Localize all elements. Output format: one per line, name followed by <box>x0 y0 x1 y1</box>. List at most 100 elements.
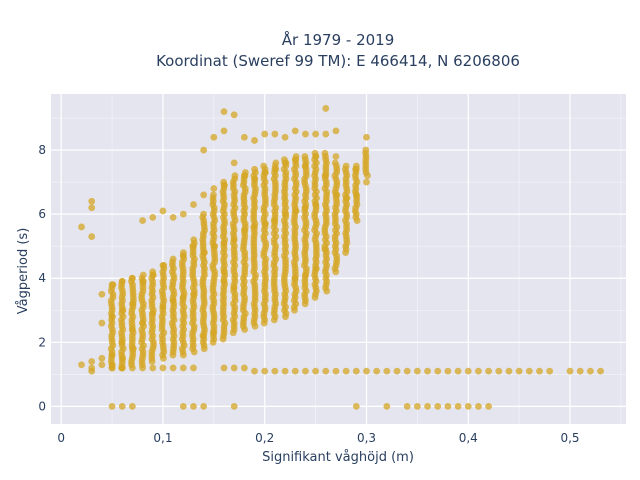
y-tick-label: 8 <box>38 143 46 157</box>
data-point <box>179 252 187 260</box>
data-point <box>434 367 442 375</box>
data-point <box>586 367 594 375</box>
x-tick-label: 0,3 <box>357 431 376 445</box>
data-point <box>251 175 258 183</box>
data-point <box>230 159 238 167</box>
data-point <box>139 217 146 224</box>
data-point <box>88 204 96 212</box>
data-point <box>139 319 146 327</box>
data-point <box>210 329 218 337</box>
data-point <box>190 236 198 244</box>
y-tick-label: 0 <box>38 399 46 413</box>
data-point <box>271 130 279 138</box>
data-point <box>312 265 320 273</box>
data-point <box>210 242 218 250</box>
data-point <box>291 367 299 375</box>
data-point <box>291 127 299 135</box>
data-point <box>413 402 421 410</box>
data-point <box>220 239 228 247</box>
data-point <box>444 402 452 410</box>
data-point <box>78 361 85 369</box>
data-point <box>190 402 197 410</box>
data-point <box>149 271 157 279</box>
data-point <box>403 402 411 410</box>
data-point <box>393 367 401 375</box>
data-point <box>322 172 330 180</box>
data-point <box>118 354 126 362</box>
data-point <box>352 367 360 375</box>
data-point <box>475 367 482 375</box>
data-point <box>352 191 360 199</box>
data-point <box>261 367 269 375</box>
x-tick-label: 0 <box>57 431 65 445</box>
data-point <box>149 310 157 317</box>
data-point <box>342 162 350 170</box>
data-point <box>363 133 370 141</box>
data-point <box>383 402 391 410</box>
data-point <box>597 367 604 375</box>
data-point <box>301 153 309 160</box>
data-point <box>322 367 330 375</box>
data-point <box>515 367 523 375</box>
data-point <box>271 217 279 224</box>
data-point <box>240 172 248 180</box>
data-point <box>139 278 146 285</box>
data-point <box>363 367 370 375</box>
data-point <box>169 297 177 305</box>
data-point <box>220 278 228 285</box>
data-point <box>139 271 147 279</box>
data-point <box>200 402 208 410</box>
data-point <box>129 364 136 372</box>
data-point <box>383 367 391 375</box>
points-layer <box>78 105 604 410</box>
data-point <box>444 367 452 375</box>
data-point <box>281 133 289 141</box>
data-point <box>231 172 239 180</box>
data-point <box>230 402 238 410</box>
data-point <box>525 367 533 375</box>
data-point <box>373 367 381 375</box>
data-point <box>291 156 299 164</box>
data-point <box>129 300 136 308</box>
data-point <box>332 367 340 375</box>
data-point <box>566 367 574 375</box>
data-point <box>230 236 238 244</box>
data-point <box>88 197 96 205</box>
data-point <box>271 367 279 375</box>
data-point <box>179 402 187 410</box>
data-point <box>139 364 146 372</box>
data-point <box>495 367 503 375</box>
data-point <box>475 402 482 410</box>
y-tick-label: 6 <box>38 207 46 221</box>
data-point <box>179 294 187 301</box>
data-point <box>108 364 116 372</box>
data-point <box>98 290 106 298</box>
data-point <box>200 146 208 154</box>
data-point <box>179 364 187 372</box>
data-point <box>454 367 462 375</box>
data-point <box>118 402 126 410</box>
data-point <box>332 127 340 135</box>
data-point <box>424 367 431 375</box>
data-point <box>129 274 136 282</box>
data-point <box>210 185 218 192</box>
data-point <box>190 242 197 250</box>
data-point <box>88 358 96 365</box>
data-point <box>159 207 167 215</box>
data-point <box>230 284 238 292</box>
data-point <box>190 364 197 372</box>
data-point <box>78 223 85 231</box>
data-point <box>210 191 217 199</box>
ticks-layer: 0 0,1 0,2 0,3 0,4 0,5 0 2 4 6 8 <box>38 143 579 445</box>
data-point <box>169 364 177 372</box>
data-point <box>362 146 370 154</box>
data-point <box>98 354 106 362</box>
data-point <box>251 223 258 231</box>
data-point <box>210 133 218 141</box>
data-point <box>149 364 157 372</box>
data-point <box>546 367 554 375</box>
data-point <box>321 149 329 157</box>
data-point <box>240 226 248 234</box>
data-point <box>342 194 350 202</box>
data-point <box>118 364 126 372</box>
